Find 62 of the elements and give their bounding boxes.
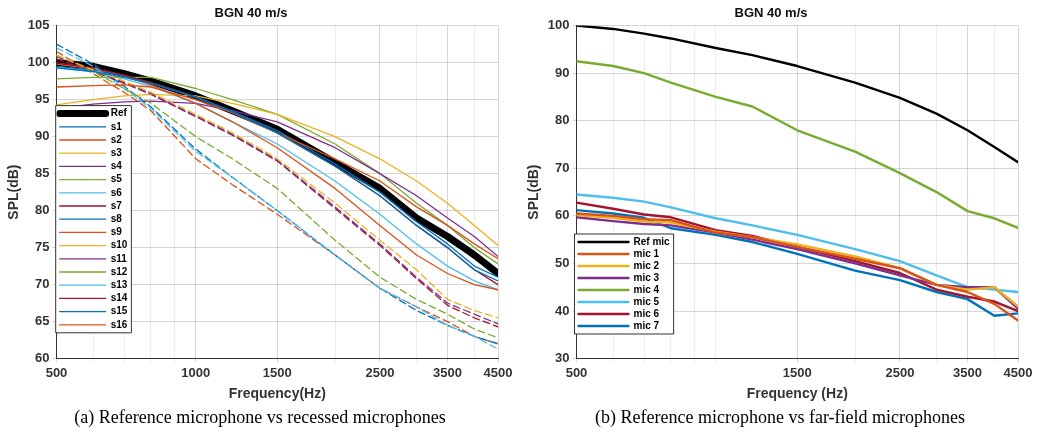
y-tick-label: 50 [555, 255, 570, 271]
y-axis-title: SPL(dB) [525, 164, 542, 220]
legend-label: mic 4 [633, 283, 660, 295]
y-tick-label: 80 [555, 112, 570, 128]
legend-label: s13 [110, 278, 128, 290]
y-tick-label: 60 [35, 350, 50, 366]
x-tick-label: 3500 [953, 364, 982, 380]
y-tick-label: 70 [35, 276, 50, 292]
legend-label: s11 [110, 252, 128, 264]
x-tick-label: 2500 [885, 364, 915, 380]
y-tick-label: 100 [547, 17, 570, 33]
legend-label: s4 [110, 160, 123, 172]
y-tick-label: 30 [555, 350, 570, 366]
x-tick-label: 1000 [181, 364, 211, 380]
legend-label: Ref mic [633, 235, 671, 247]
legend-label: mic 5 [633, 295, 660, 307]
x-axis-title: Frequency(Hz) [228, 385, 326, 402]
legend-label: mic 3 [633, 271, 660, 283]
y-tick-label: 90 [555, 64, 570, 80]
x-tick-label: 500 [45, 364, 68, 380]
x-tick-label: 3500 [433, 364, 462, 380]
x-axis-title: Frequency (Hz) [746, 385, 848, 402]
y-tick-label: 40 [555, 302, 570, 318]
legend-label: s1 [110, 120, 123, 132]
y-tick-label: 95 [35, 91, 50, 107]
legend-label: mic 2 [633, 259, 660, 271]
legend-label: s2 [110, 133, 123, 145]
legend-label: s6 [110, 186, 123, 198]
y-tick-label: 85 [35, 165, 50, 181]
legend-label: s7 [110, 199, 123, 211]
legend-label: s16 [110, 318, 128, 330]
legend-label: s10 [110, 239, 128, 251]
x-tick-label: 4500 [483, 364, 513, 380]
chart-title: BGN 40 m/s [214, 5, 288, 21]
legend-label: s14 [110, 292, 128, 304]
legend-label: s3 [110, 146, 123, 158]
x-tick-label: 2500 [365, 364, 395, 380]
y-tick-label: 90 [35, 128, 50, 144]
legend-label: mic 1 [633, 247, 660, 259]
y-tick-label: 70 [555, 159, 570, 175]
y-tick-label: 65 [35, 313, 50, 329]
legend-label: s5 [110, 173, 123, 185]
y-tick-label: 75 [35, 239, 50, 255]
x-tick-label: 1500 [782, 364, 812, 380]
y-tick-label: 105 [27, 17, 50, 33]
x-tick-label: 4500 [1003, 364, 1033, 380]
y-axis-title: SPL(dB) [5, 164, 22, 220]
legend-label: mic 6 [633, 307, 660, 319]
text: (b) Reference microphone vs far-field microphones [594, 407, 966, 428]
chart-title: BGN 40 m/s [734, 5, 808, 21]
legend-label: Ref [110, 107, 128, 119]
legend-label: s9 [110, 226, 123, 238]
legend-label: s12 [110, 265, 128, 277]
x-tick-label: 1500 [262, 364, 292, 380]
y-tick-label: 60 [555, 207, 570, 223]
text: (a) Reference microphone vs recessed microphones [73, 407, 447, 428]
legend-label: mic 7 [633, 319, 660, 331]
legend-label: s15 [110, 305, 128, 317]
y-tick-label: 80 [35, 202, 50, 218]
legend-label: s8 [110, 212, 123, 224]
y-tick-label: 100 [27, 54, 50, 70]
x-tick-label: 500 [565, 364, 588, 380]
